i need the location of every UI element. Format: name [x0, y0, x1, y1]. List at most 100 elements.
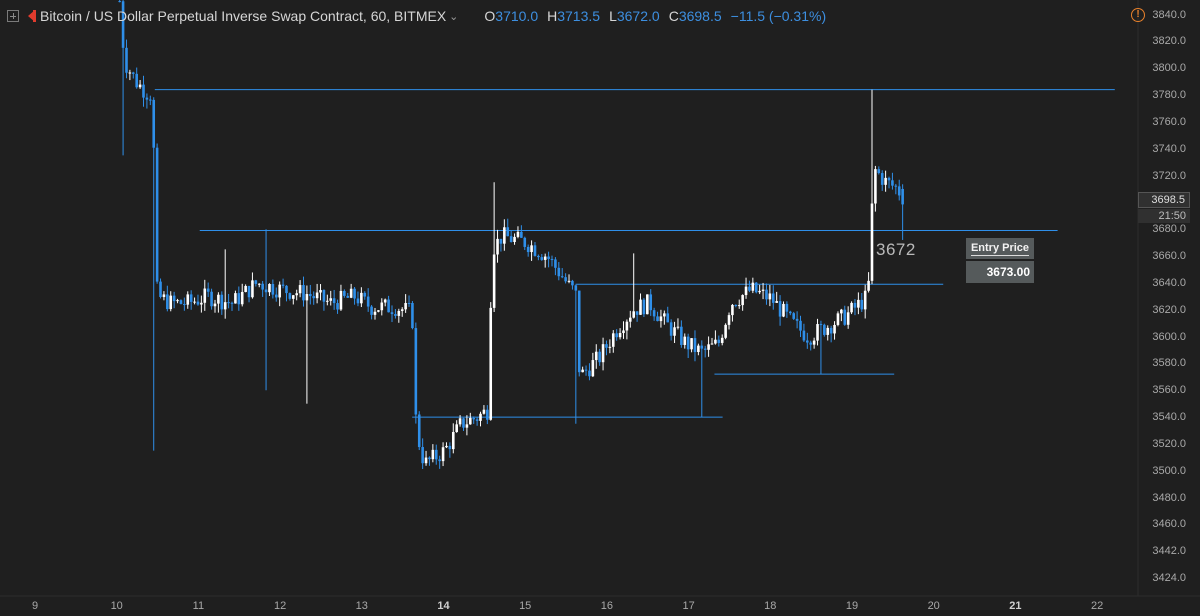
candle-body — [761, 289, 765, 291]
candle-body — [703, 348, 707, 350]
candle-body — [176, 300, 179, 302]
candle-body — [360, 292, 363, 304]
candle-body — [172, 295, 176, 302]
candle-body — [475, 419, 479, 421]
candle-body — [857, 299, 860, 308]
candle-body — [795, 318, 799, 321]
time-axis[interactable]: 9 10 11 12 13 14 15 16 17 18 19 20 21 22 — [0, 596, 1138, 616]
candle-body — [285, 285, 288, 294]
last-price-label: 3698.5 — [1138, 192, 1190, 208]
candle-body — [867, 280, 870, 291]
candle-body — [349, 288, 353, 298]
candle-body — [734, 304, 738, 306]
time-tick-label: 13 — [355, 600, 368, 612]
price-axis[interactable]: 3840.0 3820.0 3800.0 3780.0 3760.0 3740.0 3720… — [1138, 0, 1200, 596]
candle-body — [560, 276, 564, 278]
candle-body — [618, 333, 622, 338]
candle-body — [424, 457, 428, 464]
open-label: O — [484, 8, 496, 24]
candle-body — [169, 295, 173, 310]
candle-body — [611, 333, 615, 347]
symbol-title[interactable]: Bitcoin / US Dollar Perpetual Inverse Sw… — [40, 8, 447, 24]
candle-body — [819, 324, 823, 326]
low-value: 3672.0 — [616, 8, 660, 24]
candle-body — [145, 97, 149, 100]
candle-body — [874, 169, 877, 204]
candle-body — [166, 294, 169, 310]
candle-body — [465, 424, 469, 428]
candle-body — [707, 344, 710, 350]
candle-body — [363, 292, 367, 297]
price-tick-label: 3442.0 — [1152, 545, 1186, 558]
low-label: L — [609, 8, 617, 24]
candle-body — [271, 283, 275, 295]
candle-body — [230, 302, 234, 304]
time-tick-label: 22 — [1090, 600, 1104, 612]
candle-body — [278, 284, 281, 298]
candle-body — [417, 414, 421, 448]
candle-body — [601, 344, 605, 363]
warning-icon[interactable]: ! — [1131, 8, 1145, 22]
candle-body — [496, 238, 499, 255]
candle-body — [591, 360, 595, 377]
candle-body — [509, 236, 513, 243]
plus-square-icon[interactable] — [7, 10, 19, 22]
candle-body — [727, 315, 731, 325]
candle-body — [394, 314, 397, 316]
candle-body — [346, 295, 350, 298]
chevron-down-icon[interactable]: ⌄ — [449, 10, 459, 23]
candle-body — [642, 299, 646, 315]
candle-body — [656, 316, 659, 322]
candle-body — [792, 313, 795, 319]
price-tick-label: 3780.0 — [1152, 89, 1186, 102]
candle-body — [326, 300, 329, 302]
candle-body — [680, 326, 683, 345]
candle-body — [503, 227, 506, 244]
candle-body — [625, 321, 629, 331]
low-price-note[interactable]: 3672 — [876, 240, 916, 259]
candle-body — [520, 231, 523, 238]
price-tick-label: 3800.0 — [1152, 62, 1186, 75]
price-tick-label: 3680.0 — [1152, 223, 1186, 236]
candle-body — [673, 327, 676, 336]
candle-body — [445, 445, 448, 448]
candle-body — [697, 345, 700, 353]
candle-body — [448, 445, 452, 450]
candle-body — [404, 303, 407, 310]
candle-body — [771, 293, 775, 303]
candle-body — [683, 336, 687, 345]
candle-body — [632, 311, 636, 318]
entry-price-value[interactable]: 3673.00 — [966, 261, 1034, 283]
candle-body — [880, 173, 884, 185]
candle-body — [731, 304, 734, 316]
candle-body — [516, 231, 520, 237]
candle-body — [581, 369, 584, 373]
candle-body — [397, 310, 401, 316]
candle-body — [499, 238, 503, 244]
candle-body — [543, 256, 547, 260]
candle-body — [353, 288, 356, 299]
candle-body — [826, 327, 830, 335]
candle-body — [220, 294, 224, 310]
candle-body — [744, 286, 748, 296]
candle-body — [319, 290, 322, 293]
candle-body — [836, 313, 840, 325]
candle-body — [128, 72, 132, 74]
bitmex-flag-icon — [28, 10, 36, 22]
candle-body — [305, 294, 309, 301]
candle-body — [339, 290, 343, 310]
candle-body — [298, 285, 302, 294]
candle-body — [550, 258, 554, 260]
candle-body — [302, 285, 305, 301]
candle-body — [179, 300, 183, 304]
candle-body — [526, 246, 530, 253]
candle-body — [850, 302, 853, 313]
candle-body — [213, 303, 217, 307]
high-value: 3713.5 — [557, 8, 601, 24]
entry-price-title[interactable]: Entry Price — [966, 238, 1034, 259]
candle-body — [710, 343, 714, 345]
bar-countdown-label: 21:50 — [1138, 209, 1190, 223]
candle-body — [686, 336, 690, 350]
candle-body — [489, 307, 493, 420]
